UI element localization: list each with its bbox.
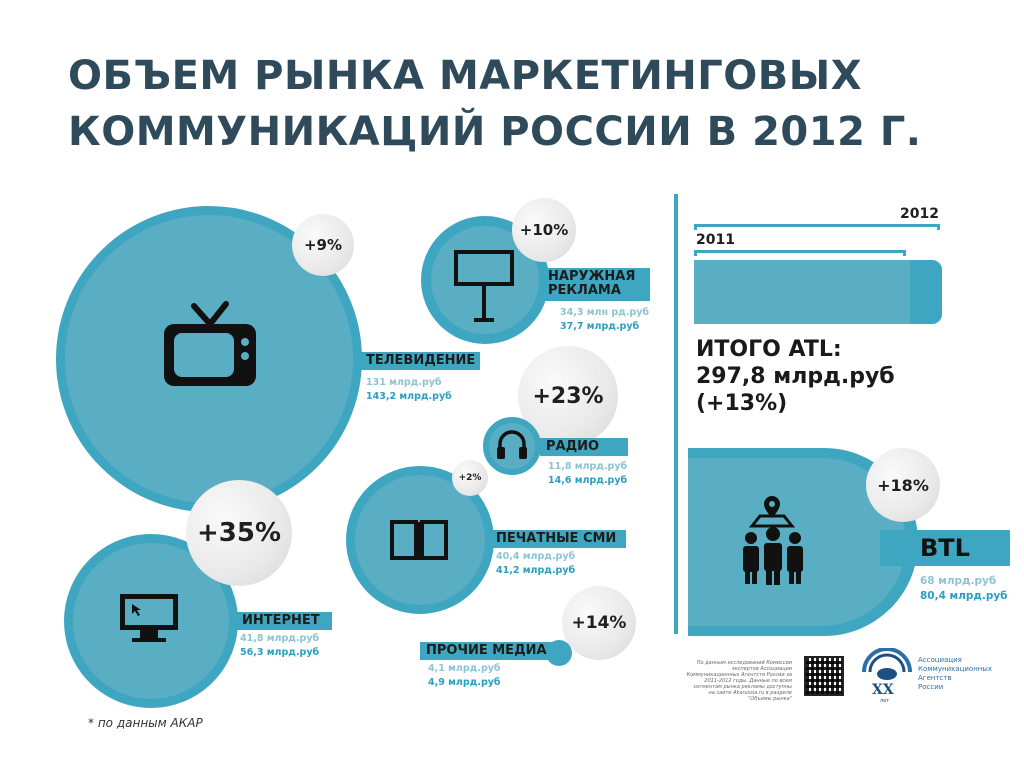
btl-value-2012: 80,4 млрд.руб <box>920 590 1008 602</box>
print-growth-badge: +2% <box>452 460 488 496</box>
org-line-4: России <box>918 683 944 691</box>
other-growth-badge: +14% <box>562 586 636 660</box>
monitor-icon <box>120 594 178 642</box>
qr-code-icon <box>804 656 844 696</box>
atl-total-growth: (+13%) <box>696 391 788 416</box>
atl-bracket-2011 <box>694 250 906 256</box>
internet-label: ИНТЕРНЕТ <box>242 613 320 628</box>
internet-value-2011: 41,8 млрд.руб <box>240 633 320 644</box>
radio-label-band: РАДИО <box>540 438 628 457</box>
org-line-3: Агентств <box>918 674 952 682</box>
other-label-band: ПРОЧИЕ МЕДИА <box>420 642 562 661</box>
akar-logo-icon <box>862 648 912 680</box>
atl-bracket-2012 <box>694 224 940 230</box>
btl-values: 68 млрд.руб 80,4 млрд.руб <box>920 574 1008 604</box>
other-values: 4,1 млрд.руб 4,9 млрд.руб <box>428 662 501 690</box>
panel-divider <box>674 194 678 634</box>
outdoor-value-2012: 37,7 млрд.руб <box>560 321 640 332</box>
tv-value-2011: 131 млрд.руб <box>366 377 442 388</box>
other-label: ПРОЧИЕ МЕДИА <box>426 643 547 658</box>
people-location-icon <box>743 496 803 585</box>
billboard-icon <box>454 250 514 322</box>
tv-growth-badge: +9% <box>292 214 354 276</box>
headphones-icon <box>497 430 527 459</box>
print-value-2012: 41,2 млрд.руб <box>496 565 576 576</box>
page-title: ОБЪЕМ РЫНКА МАРКЕТИНГОВЫХ КОММУНИКАЦИЙ Р… <box>68 48 1008 160</box>
radio-growth: +23% <box>532 383 604 409</box>
btl-growth: +18% <box>877 475 929 495</box>
btl-value-2011: 68 млрд.руб <box>920 575 997 587</box>
print-value-2011: 40,4 млрд.руб <box>496 551 576 562</box>
title-line-1: ОБЪЕМ РЫНКА МАРКЕТИНГОВЫХ <box>68 53 863 99</box>
tv-label: ТЕЛЕВИДЕНИЕ <box>366 353 476 368</box>
tv-label-band: ТЕЛЕВИДЕНИЕ <box>360 352 480 371</box>
internet-growth-badge: +35% <box>186 480 292 586</box>
other-growth: +14% <box>571 613 627 633</box>
other-value-2012: 4,9 млрд.руб <box>428 677 501 688</box>
outdoor-label-band: НАРУЖНАЯ РЕКЛАМА <box>544 268 650 301</box>
radio-circle <box>483 417 541 475</box>
atl-total-label: ИТОГО ATL: <box>696 337 842 362</box>
atl-bar-2012-increment <box>909 260 942 324</box>
logo-text: XX <box>872 682 894 698</box>
internet-growth: +35% <box>196 518 282 548</box>
outdoor-label-line1: НАРУЖНАЯ <box>548 269 636 284</box>
tv-growth: +9% <box>303 236 343 254</box>
org-line-2: Коммуникационных <box>918 665 993 673</box>
internet-label-band: ИНТЕРНЕТ <box>236 612 332 631</box>
other-value-2011: 4,1 млрд.руб <box>428 663 501 674</box>
org-line-1: Ассоциация <box>918 656 962 664</box>
outdoor-growth: +10% <box>519 221 569 239</box>
outdoor-value-2011: 34,3 млн рд.руб <box>560 307 650 318</box>
logo-sub: лет <box>880 698 890 704</box>
outdoor-label-line2: РЕКЛАМА <box>548 283 621 299</box>
outdoor-growth-badge: +10% <box>512 198 576 262</box>
btl-label-band: BTL <box>880 530 1010 566</box>
print-growth: +2% <box>458 473 482 483</box>
atl-total-value: 297,8 млрд.руб <box>696 364 895 389</box>
print-values: 40,4 млрд.руб 41,2 млрд.руб <box>496 550 575 578</box>
tv-values: 131 млрд.руб 143,2 млрд.руб <box>366 376 452 404</box>
internet-value-2012: 56,3 млрд.руб <box>240 647 320 658</box>
radio-label: РАДИО <box>546 439 600 454</box>
outdoor-values: 34,3 млн рд.руб 37,7 млрд.руб <box>560 306 649 334</box>
book-icon <box>390 520 448 560</box>
title-line-2: КОММУНИКАЦИЙ РОССИИ В 2012 г. <box>68 109 922 155</box>
org-name: Ассоциация Коммуникационных Агентств Рос… <box>918 656 992 692</box>
btl-label: BTL <box>920 534 970 562</box>
atl-year-2011: 2011 <box>696 232 735 248</box>
footnote: * по данным АКАР <box>88 716 203 730</box>
tv-icon <box>164 301 256 386</box>
radio-value-2011: 11,8 млрд.руб <box>548 461 628 472</box>
radio-values: 11,8 млрд.руб 14,6 млрд.руб <box>548 460 627 488</box>
radio-value-2012: 14,6 млрд.руб <box>548 475 628 486</box>
atl-total: ИТОГО ATL: 297,8 млрд.руб (+13%) <box>696 336 895 417</box>
print-label: ПЕЧАТНЫЕ СМИ <box>496 531 617 546</box>
btl-growth-badge: +18% <box>866 448 940 522</box>
source-note: По данным исследований Комиссии эксперто… <box>686 660 792 702</box>
tv-value-2012: 143,2 млрд.руб <box>366 391 452 402</box>
print-label-band: ПЕЧАТНЫЕ СМИ <box>490 530 626 549</box>
atl-year-2012: 2012 <box>900 206 939 222</box>
atl-bar <box>694 260 942 324</box>
internet-values: 41,8 млрд.руб 56,3 млрд.руб <box>240 632 319 660</box>
